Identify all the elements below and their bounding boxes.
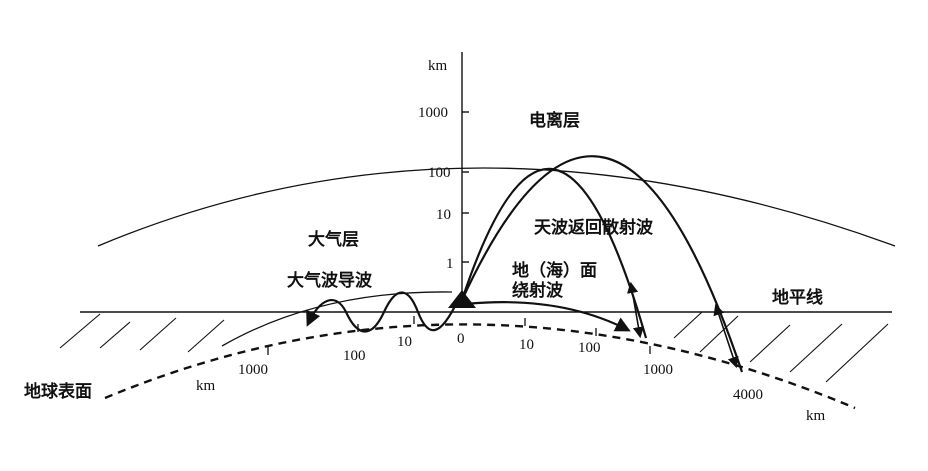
horizon-label: 地平线: [772, 287, 823, 308]
ionosphere-label: 电离层: [529, 110, 580, 131]
surface-scale-ticks: [267, 316, 651, 355]
sky-wave-label: 天波返回散射波: [534, 217, 654, 238]
scale-left-10: 10: [397, 334, 412, 350]
sky-wave-path-2: [461, 155, 744, 373]
scale-right-km: km: [806, 408, 826, 424]
earth-surface-curve: [104, 323, 856, 410]
atmosphere-label: 大气层: [308, 229, 359, 250]
scale-left-1000: 1000: [238, 362, 268, 378]
axis-tick-10: 10: [436, 207, 451, 223]
axis-tick-100: 100: [428, 165, 451, 181]
scale-right-100: 100: [578, 340, 601, 356]
scale-left-100: 100: [343, 348, 366, 364]
scale-right-4000: 4000: [733, 387, 763, 403]
ground-hatching: [59, 311, 889, 383]
axis-unit-label: km: [428, 58, 448, 74]
earth-surface-label: 地球表面: [24, 381, 92, 402]
ground-wave-path: [465, 301, 631, 332]
ground-wave-label-line1: 地（海）面: [512, 260, 597, 281]
backscatter-arrow-1: [627, 281, 644, 339]
duct-boundary: [221, 291, 453, 347]
atmosphere-boundary: [97, 167, 896, 247]
scale-left-km: km: [196, 378, 216, 394]
vertical-axis: [461, 52, 469, 300]
scale-right-10: 10: [519, 337, 534, 353]
duct-wave-label: 大气波导波: [287, 270, 373, 291]
duct-wave-path: [306, 291, 459, 333]
backscatter-arrow-2: [713, 303, 739, 369]
axis-tick-1000: 1000: [418, 105, 448, 121]
scale-center-0: 0: [457, 331, 465, 347]
ground-wave-label-line2: 绕射波: [512, 280, 564, 301]
axis-tick-1: 1: [446, 256, 454, 272]
scale-right-1000: 1000: [643, 362, 673, 378]
